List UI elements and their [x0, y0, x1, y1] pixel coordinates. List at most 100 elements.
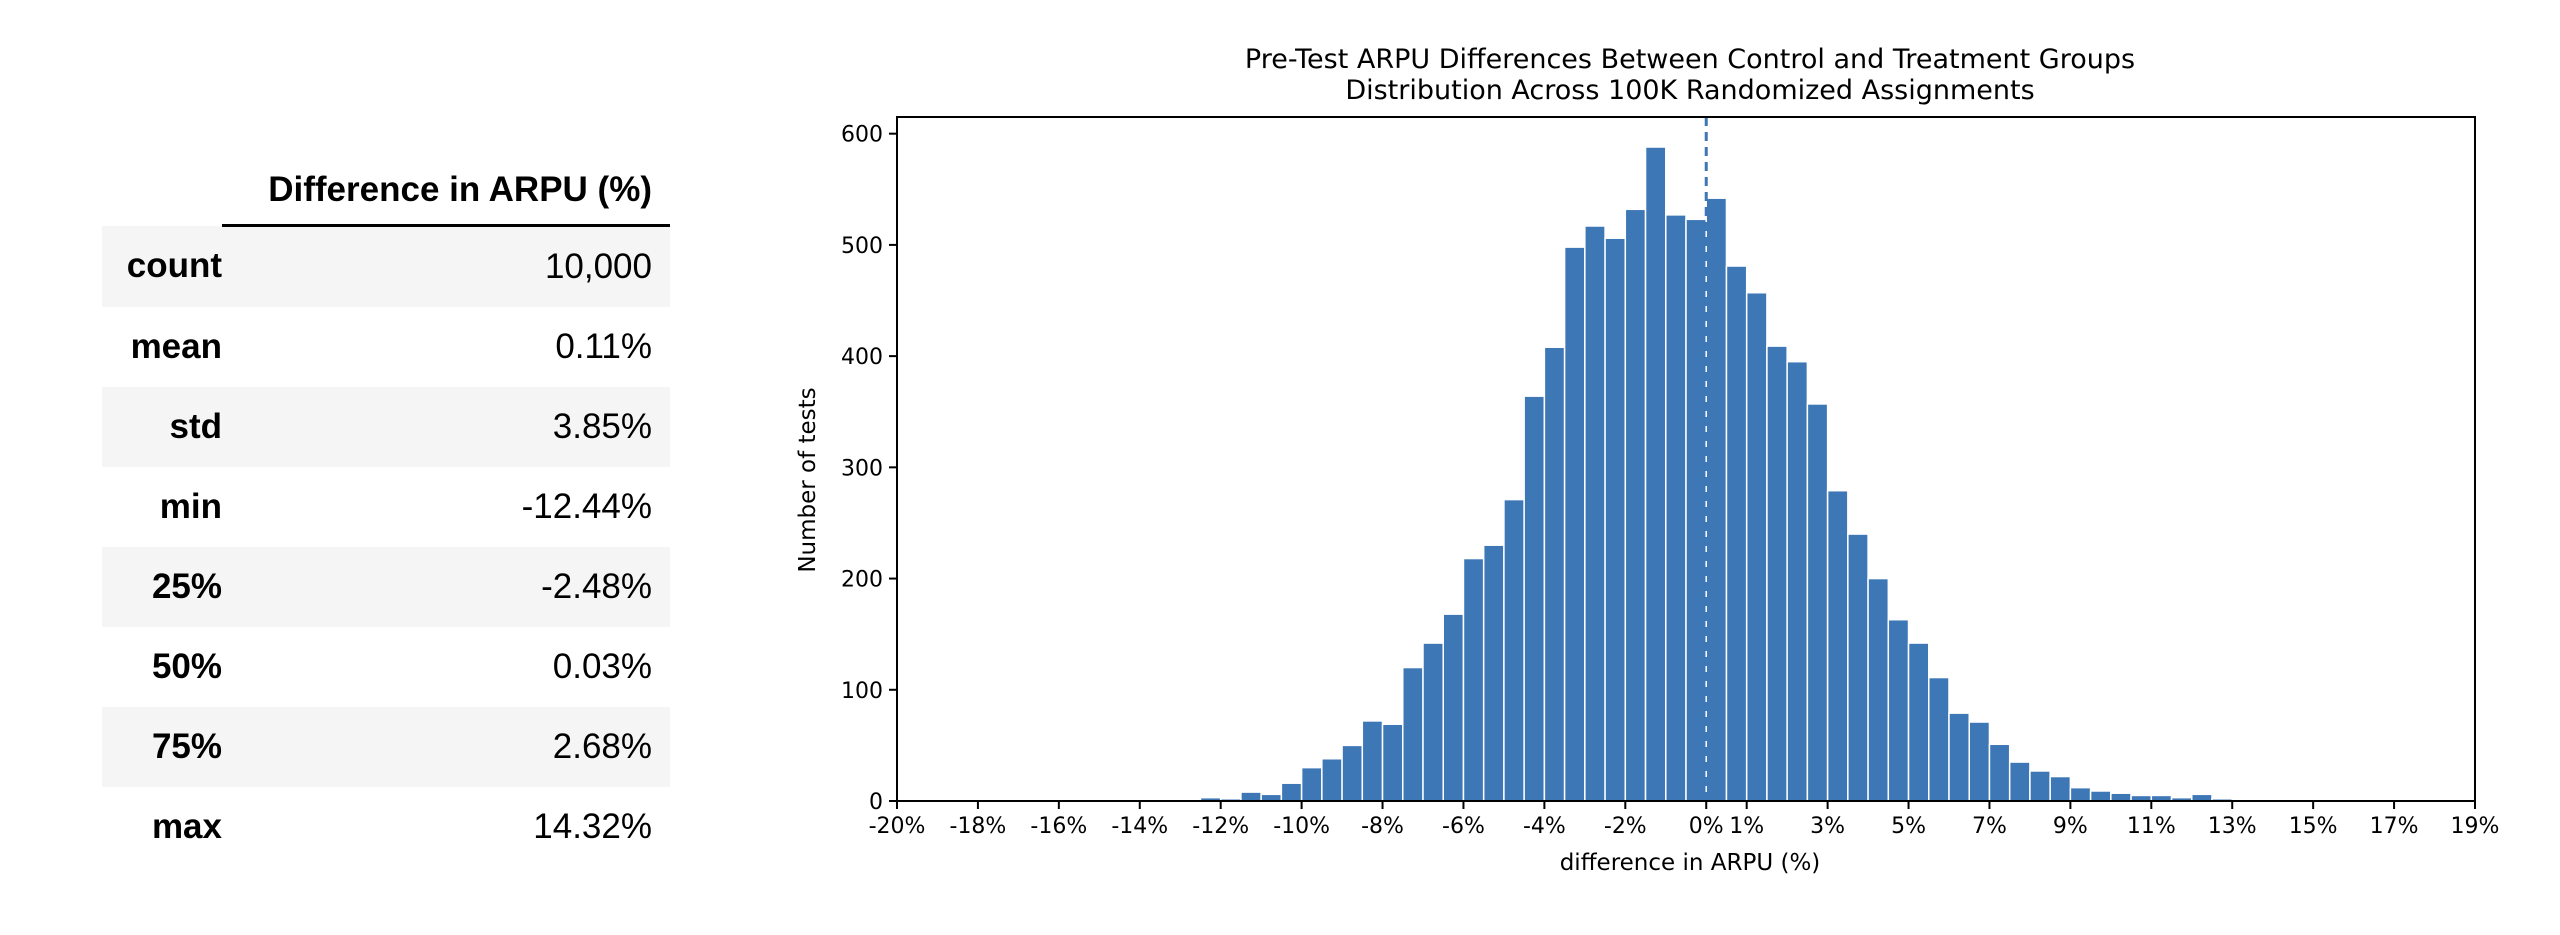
histogram-bar: [1604, 237, 1627, 802]
histogram-bar: [1624, 208, 1647, 802]
y-tick-label: 400: [841, 345, 883, 370]
histogram-bar: [1948, 712, 1970, 802]
y-tick-label: 200: [841, 568, 883, 593]
column-header: Difference in ARPU (%): [222, 152, 670, 227]
histogram-bar: [1503, 498, 1525, 802]
x-tick-label: -10%: [1273, 814, 1330, 839]
row-value: -2.48%: [222, 547, 670, 627]
row-value: 2.68%: [222, 707, 670, 787]
histogram-bar: [1847, 533, 1869, 802]
histogram-bar: [2029, 770, 2051, 802]
row-label: 25%: [102, 547, 222, 627]
row-value: -12.44%: [521, 487, 652, 526]
x-tick-label: 11%: [2127, 814, 2176, 839]
histogram-bar: [1968, 721, 1991, 802]
histogram-bar: [1442, 613, 1465, 802]
x-axis-ticks: -20% -18% -16% -14% -12% -10% -8% -6% -4% -2% 0% 1%…: [869, 801, 2500, 839]
histogram-bar: [1543, 346, 1566, 802]
histogram-bar: [1887, 618, 1910, 802]
table-row: 50% 0.03%: [102, 627, 670, 707]
histogram-bars: [1199, 146, 2294, 802]
histogram-bar: [1422, 642, 1444, 802]
histogram-bar: [2110, 792, 2132, 802]
histogram-bar: [2008, 761, 2031, 802]
table-row: mean 0.11%: [102, 307, 670, 387]
histogram-bar: [2049, 775, 2072, 802]
row-label: 50%: [151, 647, 222, 686]
row-value: 10,000: [222, 225, 670, 307]
histogram-bar: [1644, 146, 1667, 802]
histogram-bar: [1240, 791, 1262, 802]
chart-subtitle: Distribution Across 100K Randomized Assi…: [1345, 75, 2034, 106]
row-value: 0.11%: [555, 327, 652, 366]
histogram-bar: [1786, 360, 1809, 802]
histogram-bar: [1482, 544, 1505, 802]
chart-title: Pre-Test ARPU Differences Between Contro…: [1245, 44, 2135, 75]
row-label: max: [151, 807, 222, 846]
histogram-bar: [1321, 757, 1343, 802]
histogram-bar: [1361, 720, 1384, 802]
row-label: 75%: [102, 707, 222, 787]
x-tick-label: 1%: [1729, 814, 1764, 839]
histogram-bar: [1907, 642, 1930, 802]
histogram-bar: [1300, 766, 1323, 802]
row-label: std: [102, 387, 222, 467]
row-label: min: [159, 487, 222, 526]
table-row: 25% -2.48%: [102, 547, 670, 627]
x-tick-label: -4%: [1523, 814, 1566, 839]
table-row: std 3.85%: [102, 387, 670, 467]
table-row: 75% 2.68%: [102, 707, 670, 787]
histogram-bar: [1523, 395, 1546, 802]
y-axis-label: Number of tests: [795, 387, 821, 572]
histogram-bar: [2069, 786, 2092, 802]
histogram-bar: [2089, 790, 2112, 802]
x-tick-label: -6%: [1442, 814, 1485, 839]
y-tick-label: 500: [841, 234, 883, 259]
histogram-bar: [1766, 345, 1788, 802]
histogram-bar: [1725, 265, 1748, 802]
x-axis-label: difference in ARPU (%): [1560, 850, 1821, 876]
x-tick-label: 0%: [1689, 814, 1724, 839]
x-tick-label: -2%: [1604, 814, 1647, 839]
table-row: max 14.32%: [102, 787, 670, 867]
histogram-bar: [1867, 577, 1890, 802]
x-tick-label: 5%: [1891, 814, 1926, 839]
y-tick-label: 0: [869, 790, 883, 815]
histogram-bar: [1745, 291, 1768, 802]
summary-statistics-table: Difference in ARPU (%) count 10,000 mean…: [102, 152, 670, 867]
row-value: 0.03%: [552, 647, 652, 686]
x-tick-label: 3%: [1810, 814, 1845, 839]
histogram-bar: [1685, 218, 1707, 802]
x-tick-label: -8%: [1361, 814, 1404, 839]
histogram-bar: [1462, 557, 1485, 802]
plot-area-frame: [896, 116, 2476, 802]
histogram-bar: [1260, 793, 1283, 802]
x-tick-label: 13%: [2208, 814, 2257, 839]
x-tick-label: -14%: [1111, 814, 1168, 839]
x-tick-label: -18%: [950, 814, 1007, 839]
x-tick-label: 17%: [2370, 814, 2419, 839]
histogram-bar: [1563, 246, 1586, 802]
histogram-bar: [2191, 793, 2213, 802]
histogram-bar: [1928, 676, 1950, 802]
histogram-bar: [1806, 403, 1829, 802]
y-axis-ticks: 0 100 200 300 400 500 600: [841, 123, 897, 815]
x-tick-label: 19%: [2451, 814, 2500, 839]
table-row: min -12.44%: [102, 467, 670, 547]
x-tick-label: 15%: [2289, 814, 2338, 839]
row-label: count: [102, 225, 222, 307]
x-tick-label: -20%: [869, 814, 926, 839]
x-tick-label: -12%: [1192, 814, 1249, 839]
table-row: count 10,000: [102, 225, 670, 307]
histogram-bar: [1705, 197, 1728, 802]
x-tick-label: 7%: [1972, 814, 2007, 839]
y-tick-label: 100: [841, 679, 883, 704]
x-tick-label: -16%: [1030, 814, 1087, 839]
x-tick-label: 9%: [2053, 814, 2088, 839]
table-header-row: Difference in ARPU (%): [102, 152, 670, 227]
histogram-bar: [1402, 666, 1424, 802]
row-value: 14.32%: [533, 807, 652, 846]
histogram-bar: [1988, 743, 2011, 802]
histogram-bar: [1665, 214, 1687, 802]
